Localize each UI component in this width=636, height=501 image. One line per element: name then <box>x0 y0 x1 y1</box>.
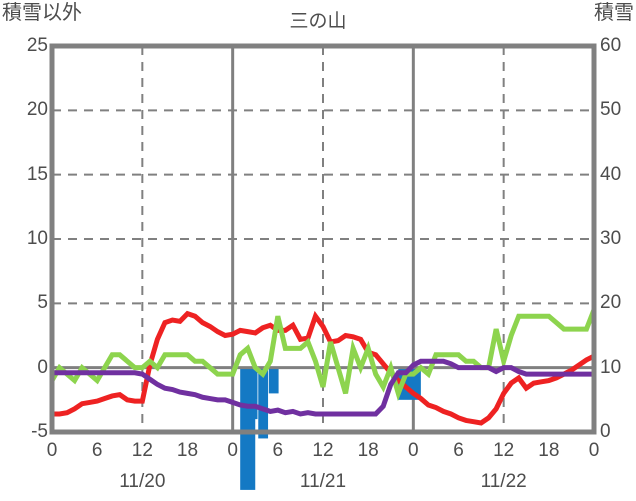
left-tick-label: 15 <box>26 163 48 185</box>
x-tick-label: 12 <box>312 440 334 461</box>
x-tick-label: 6 <box>453 440 464 461</box>
x-tick-label: 18 <box>176 440 199 461</box>
x-tick-label: 18 <box>357 440 379 461</box>
x-tick-label: 0 <box>227 440 238 461</box>
data-series <box>49 308 597 426</box>
precipitation-bar <box>249 367 258 420</box>
x-tick-label: 0 <box>408 440 419 461</box>
plot-frame <box>49 43 597 435</box>
day-label: 11/20 <box>119 471 166 492</box>
series-line-積雪以外 <box>52 358 594 417</box>
left-axis-label: 積雪以外 <box>2 2 82 24</box>
right-tick-label: 60 <box>600 35 622 56</box>
day-label: 11/22 <box>480 471 527 492</box>
x-tick-label: 12 <box>493 440 515 461</box>
right-tick-label: 0 <box>600 421 611 442</box>
left-tick-label: -5 <box>31 421 48 442</box>
right-tick-label: 50 <box>600 99 622 121</box>
x-tick-label: 12 <box>131 440 153 461</box>
right-tick-label: 20 <box>600 292 622 314</box>
series-line-積雪 <box>49 308 597 402</box>
left-tick-label: 0 <box>37 356 48 378</box>
page-title: 三の山 <box>289 11 347 32</box>
plot-border <box>49 43 597 435</box>
day-label: 11/21 <box>299 471 347 492</box>
series-line-気温 <box>52 310 596 426</box>
right-tick-label: 30 <box>600 228 622 249</box>
right-tick-label: 10 <box>600 356 622 378</box>
x-tick-label: 0 <box>46 440 58 461</box>
precipitation-bar <box>258 367 269 439</box>
x-tick-label: 0 <box>588 440 600 461</box>
right-tick-label: 40 <box>600 163 622 185</box>
left-tick-label: 20 <box>26 99 48 121</box>
x-tick-label: 6 <box>91 440 103 461</box>
right-axis-label: 積雪 <box>594 2 634 24</box>
x-tick-label: 18 <box>538 440 560 461</box>
left-tick-label: 25 <box>26 35 48 56</box>
x-tick-label: 6 <box>272 440 284 461</box>
precipitation-bar <box>268 367 279 394</box>
left-tick-label: 10 <box>26 228 48 249</box>
left-tick-label: 5 <box>37 292 48 314</box>
